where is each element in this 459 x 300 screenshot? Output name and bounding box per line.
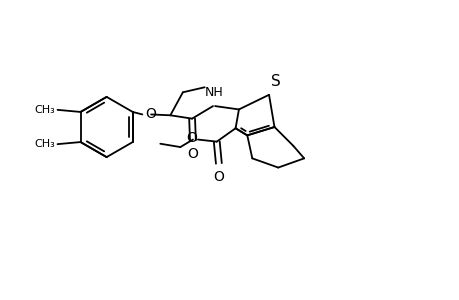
Text: O: O xyxy=(186,131,197,145)
Text: CH₃: CH₃ xyxy=(34,139,56,149)
Text: O: O xyxy=(187,147,198,161)
Text: CH₃: CH₃ xyxy=(34,105,56,115)
Text: S: S xyxy=(270,74,280,88)
Text: O: O xyxy=(213,170,224,184)
Text: NH: NH xyxy=(204,85,223,99)
Text: O: O xyxy=(145,106,156,121)
